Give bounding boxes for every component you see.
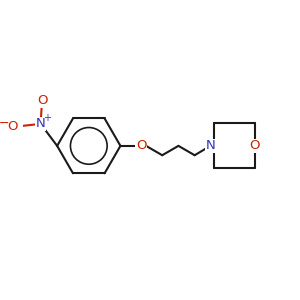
Text: N: N [36,117,46,130]
Text: +: + [43,113,51,123]
Text: −: − [0,117,9,130]
Text: N: N [206,140,216,152]
Text: O: O [37,94,47,107]
Text: O: O [7,120,18,133]
Text: O: O [136,140,146,152]
Text: O: O [250,140,260,152]
